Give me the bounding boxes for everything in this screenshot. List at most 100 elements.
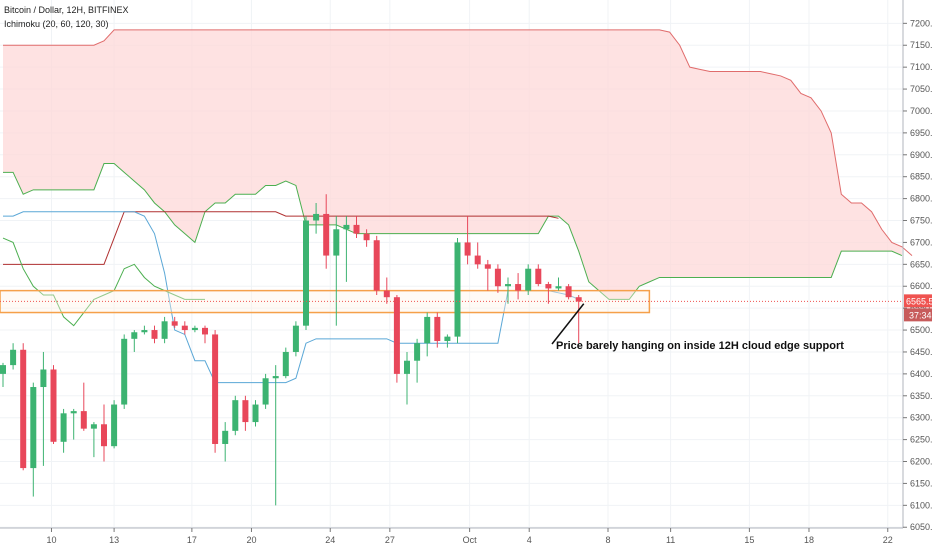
y-tick-label: 6100.0 (910, 500, 932, 510)
candle (90, 424, 97, 429)
candle (70, 411, 77, 414)
x-tick-label: 24 (325, 535, 335, 545)
candle (303, 220, 309, 326)
candle (474, 255, 481, 265)
annotation-arrow (551, 303, 585, 345)
y-tick-label: 6600.0 (910, 281, 932, 291)
candle (414, 343, 421, 361)
candle (424, 316, 431, 344)
candle (111, 404, 118, 447)
y-tick-label: 6450.0 (910, 347, 932, 357)
y-tick-label: 6150.0 (910, 478, 932, 488)
y-tick-label: 6650.0 (910, 259, 932, 269)
tenkan-line (3, 211, 579, 384)
candle (50, 369, 57, 442)
candle (20, 349, 27, 469)
indicator-title: Ichimoku (20, 60, 120, 30) (4, 19, 109, 29)
x-tick-label: 11 (666, 535, 675, 545)
chikou-line (2, 237, 205, 327)
candle (40, 369, 47, 388)
candle (434, 316, 441, 342)
y-tick-label: 6900.0 (910, 150, 932, 160)
candle (454, 242, 461, 337)
candle (0, 365, 6, 374)
y-tick-label: 7050.0 (910, 84, 932, 94)
cloud-span-b-line (3, 29, 913, 256)
candle (151, 330, 158, 339)
candle (393, 297, 400, 374)
x-tick-label: 4 (527, 535, 532, 545)
candle (232, 400, 239, 431)
y-tick-label: 6500.0 (910, 325, 932, 335)
candle (494, 268, 501, 287)
x-tick-label: 8 (605, 535, 610, 545)
countdown-badge (904, 308, 932, 322)
candle (272, 376, 279, 379)
candle (212, 334, 219, 444)
y-tick-label: 7150.0 (910, 40, 932, 50)
candle (555, 286, 562, 289)
candle (222, 430, 229, 444)
y-tick-label: 7000.0 (910, 106, 932, 116)
x-tick-label: 22 (883, 535, 893, 545)
x-tick-label: 17 (187, 535, 197, 545)
candle (575, 297, 582, 302)
candle (484, 264, 491, 269)
x-tick-label: 15 (744, 535, 754, 545)
y-tick-label: 7200.0 (910, 18, 932, 28)
y-tick-label: 6750.0 (910, 216, 932, 226)
candle (535, 268, 542, 285)
candle (383, 290, 390, 298)
candle (171, 321, 178, 326)
last-price-badge (904, 294, 932, 308)
candle (252, 404, 259, 423)
candle (323, 213, 330, 256)
cloud-span-a-line (3, 163, 903, 300)
last-price-label: 6565.5 (906, 296, 932, 306)
candle (191, 327, 198, 331)
candle (30, 387, 37, 469)
x-tick-label: 27 (385, 535, 395, 545)
candle (373, 240, 380, 291)
candle (161, 321, 168, 339)
y-tick-label: 6850.0 (910, 172, 932, 182)
candle (262, 378, 269, 405)
candle (282, 351, 289, 377)
x-tick-label: 18 (804, 535, 814, 545)
y-tick-label: 6250.0 (910, 435, 932, 445)
y-tick-label: 6550.0 (910, 303, 932, 313)
x-tick-label: 13 (109, 535, 119, 545)
x-tick-label: 10 (46, 535, 56, 545)
symbol-title: Bitcoin / Dollar, 12H, BITFINEX (4, 5, 129, 15)
candle (60, 413, 67, 442)
candle (464, 242, 471, 256)
y-tick-label: 6350.0 (910, 391, 932, 401)
candle (131, 332, 138, 339)
kijun-line (3, 211, 559, 265)
candle (202, 327, 208, 335)
y-tick-label: 6400.0 (910, 369, 932, 379)
candle (505, 284, 511, 287)
candle (515, 284, 522, 291)
candle (181, 325, 188, 331)
candle (292, 325, 299, 352)
candle (313, 213, 320, 221)
candle (565, 286, 572, 298)
candle (242, 400, 249, 423)
countdown-label: 37:34 (909, 310, 932, 320)
y-tick-label: 6800.0 (910, 194, 932, 204)
y-tick-label: 6700.0 (910, 237, 932, 247)
candle (545, 284, 552, 289)
candle (80, 411, 87, 429)
candle (333, 229, 340, 256)
annotation-text: Price barely hanging on inside 12H cloud… (556, 340, 844, 352)
y-tick-label: 6950.0 (910, 128, 932, 138)
y-tick-label: 7100.0 (910, 62, 932, 72)
candle (525, 268, 532, 291)
x-tick-label: Oct (463, 535, 478, 545)
candle (101, 424, 107, 447)
candle (404, 360, 410, 374)
ichimoku-cloud (3, 29, 902, 300)
candle (343, 224, 350, 230)
